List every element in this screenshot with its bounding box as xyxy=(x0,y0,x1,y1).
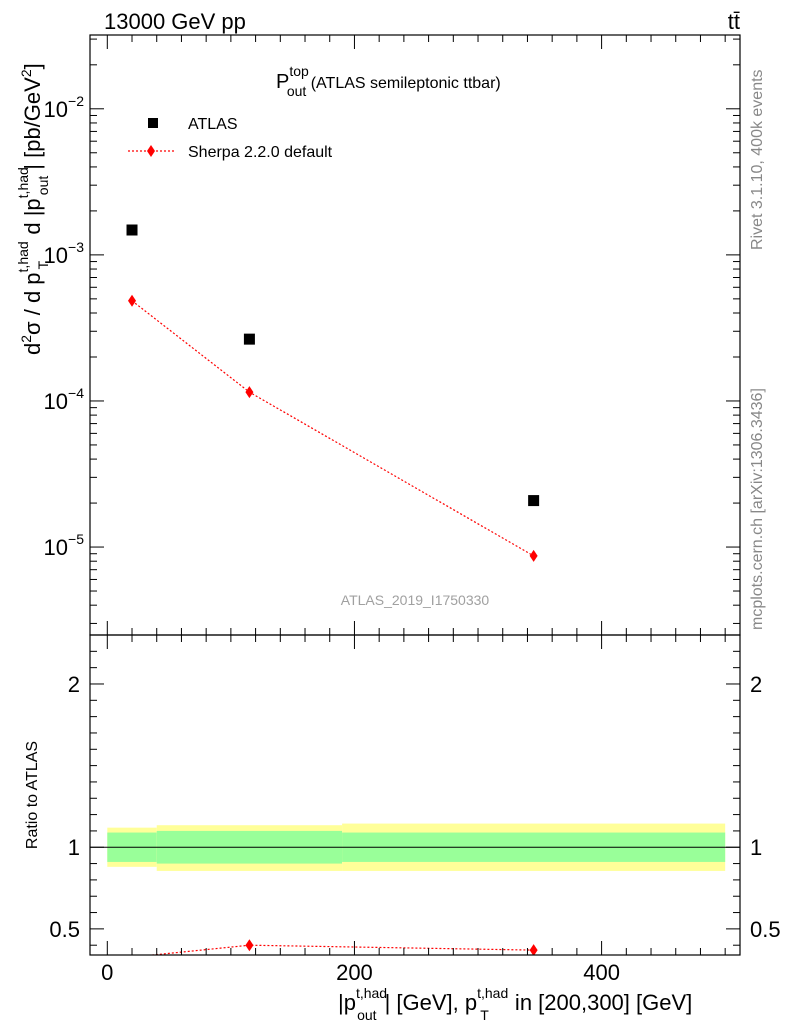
x-tick-label-2: 400 xyxy=(583,960,620,985)
x-axis-label: |pt,had out | [GeV], pt,had T in [200,300] … xyxy=(338,985,692,1023)
data-point-atlas-1 xyxy=(243,333,255,345)
data-point-atlas-0 xyxy=(126,224,138,236)
plot-title: Ptop out (ATLAS semileptonic ttbar) xyxy=(276,63,501,99)
legend-marker-sherpa xyxy=(147,145,155,157)
tick-labels: 0 200 400 10−5 10−4 10−3 10−2 0.5 0.5 1 1 2 2 xyxy=(44,93,781,985)
side-bottom: mcplots.cern.ch [arXiv:1306.3436] xyxy=(749,388,766,630)
y-tick-label-2: 10−3 xyxy=(44,239,85,268)
y-tick-label-1: 10−4 xyxy=(44,385,85,414)
legend-marker-atlas xyxy=(148,118,158,128)
ratio-points xyxy=(146,939,538,955)
ratio-tick-label-right-0: 0.5 xyxy=(750,917,781,942)
ticks xyxy=(90,35,740,955)
ratio-bands xyxy=(90,823,740,871)
data-point-sherpa-1 xyxy=(245,386,254,399)
ratio-frame xyxy=(89,634,741,956)
y-axis-label: d2σ / d pt,had T d |pt,had out| [pb/GeV2] xyxy=(15,63,51,355)
legend-label-atlas: ATLAS xyxy=(188,116,238,133)
legend-label-sherpa: Sherpa 2.2.0 default xyxy=(188,144,333,161)
x-tick-label-0: 0 xyxy=(101,960,113,985)
ratio-tick-label-left-2: 2 xyxy=(68,672,80,697)
header-left: 13000 GeV pp xyxy=(104,9,246,34)
side-top: Rivet 3.1.10, 400k events xyxy=(749,69,766,250)
data-point-sherpa-2 xyxy=(529,549,538,562)
ratio-tick-label-right-2: 2 xyxy=(750,672,762,697)
ratio-point-2 xyxy=(529,944,538,955)
data-point-sherpa-0 xyxy=(128,294,137,307)
y-tick-label-0: 10−5 xyxy=(44,531,85,560)
ratio-tick-label-right-1: 1 xyxy=(750,835,762,860)
x-tick-label-1: 200 xyxy=(336,960,373,985)
series-line-1 xyxy=(131,300,534,557)
data-point-atlas-2 xyxy=(528,495,540,507)
main-points xyxy=(126,224,540,562)
header-right: tt̄ xyxy=(728,9,740,34)
watermark: ATLAS_2019_I1750330 xyxy=(341,592,490,608)
main-lines xyxy=(131,300,534,557)
ratio-tick-label-left-0: 0.5 xyxy=(49,917,80,942)
y-tick-label-3: 10−2 xyxy=(44,93,85,122)
ratio-point-1 xyxy=(245,939,254,952)
ratio-tick-label-left-1: 1 xyxy=(68,835,80,860)
ratio-axis-label: Ratio to ATLAS xyxy=(24,741,41,849)
legend: ATLAS Sherpa 2.2.0 default xyxy=(128,116,333,161)
